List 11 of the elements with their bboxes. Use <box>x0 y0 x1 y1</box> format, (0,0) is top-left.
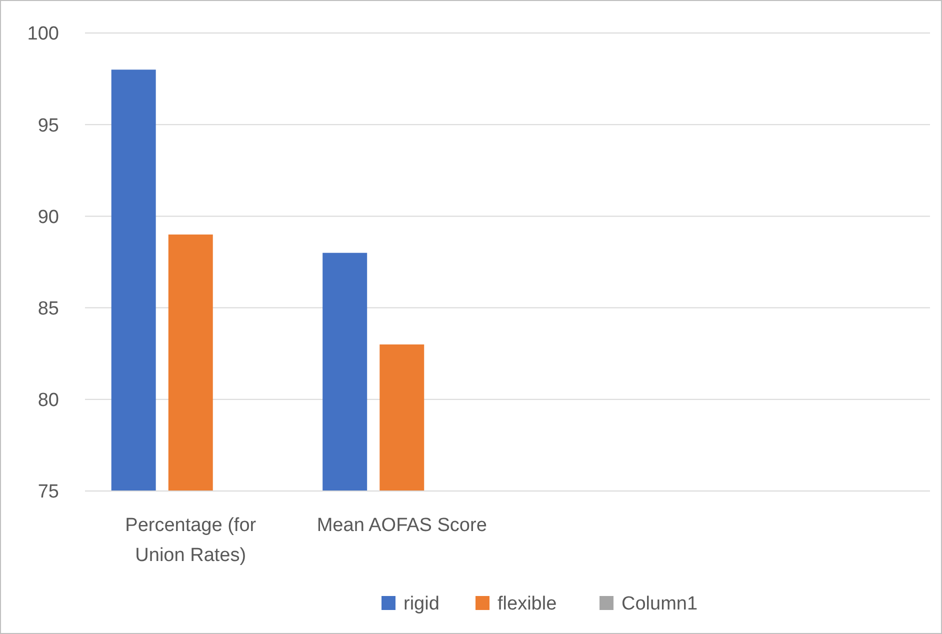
y-tick-label: 90 <box>38 206 59 228</box>
y-tick-label: 85 <box>38 298 59 320</box>
legend-label: flexible <box>498 594 557 615</box>
legend-label: rigid <box>404 594 440 615</box>
x-tick-label: Mean AOFAS Score <box>316 515 487 536</box>
x-tick-label: Percentage (for Union Rates) <box>125 515 257 566</box>
y-tick-label: 80 <box>38 390 59 412</box>
y-tick-label: 75 <box>38 482 59 503</box>
y-tick-label: 95 <box>38 115 59 136</box>
y-tick-label: 100 <box>27 24 59 45</box>
legend-label: Column1 <box>622 594 698 615</box>
